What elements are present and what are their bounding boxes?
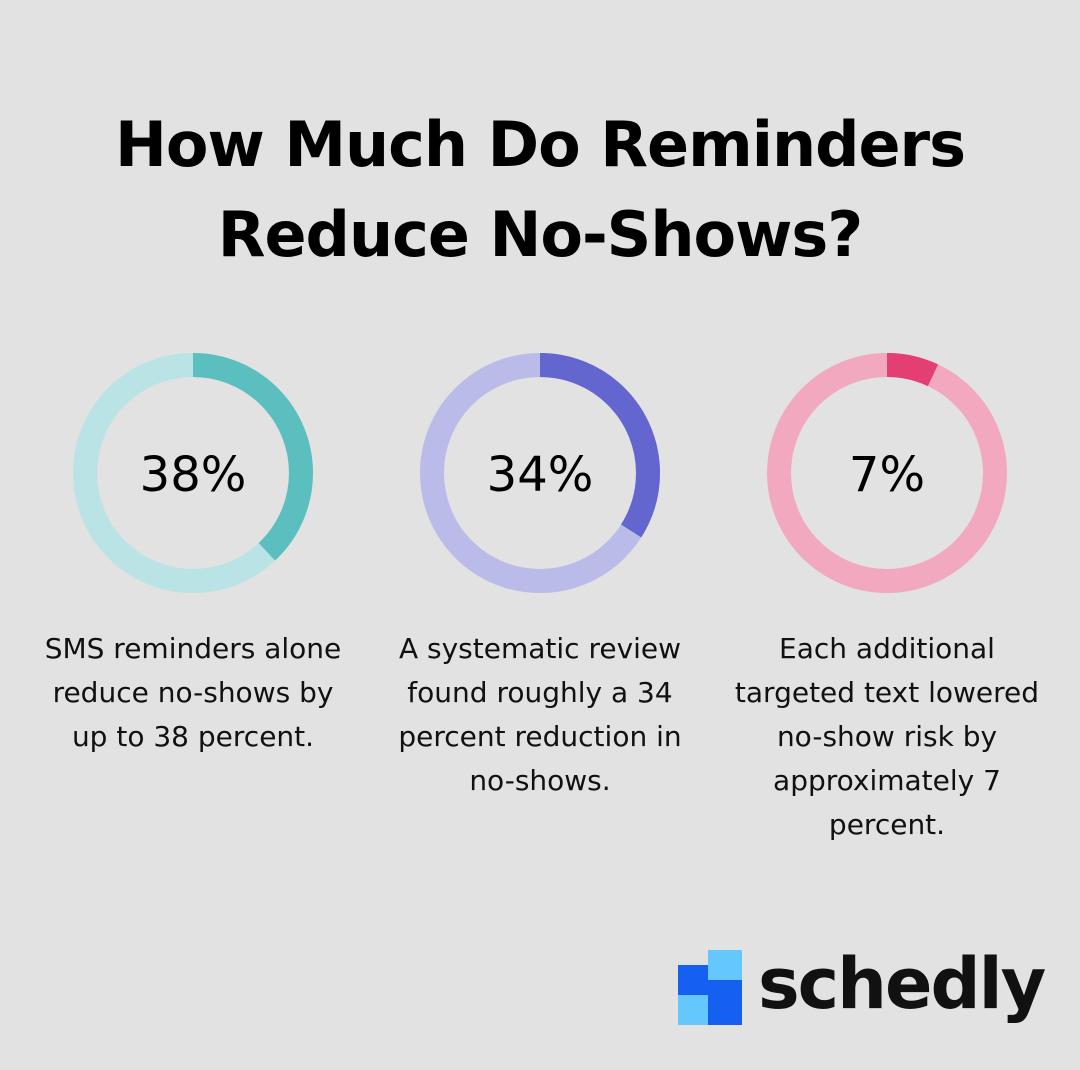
stat-caption-1: SMS reminders alone reduce no-shows by u…: [44, 632, 342, 753]
logo-wordmark: schedly: [758, 943, 1046, 1025]
page-title: How Much Do Reminders Reduce No-Shows?: [40, 100, 1040, 280]
title-line-1: How Much Do Reminders: [115, 108, 966, 181]
stat-caption-3: Each additional targeted text lowered no…: [734, 632, 1040, 841]
donut-chart-2: 34%: [420, 353, 660, 593]
donut-value-label-2: 34%: [487, 447, 594, 503]
brand-logo: schedly: [678, 944, 1058, 1030]
donut-arc-2: [420, 353, 660, 593]
title-line-2: Reduce No-Shows?: [217, 198, 863, 271]
stat-caption-2: A systematic review found roughly a 34 p…: [398, 632, 682, 797]
donut-arc-1: [73, 353, 313, 593]
donut-chart-3: 7%: [767, 353, 1007, 593]
logo-mark-icon: [678, 950, 742, 1026]
stat-card-1: 38% SMS reminders alone reduce no-shows …: [33, 353, 353, 893]
donut-value-label-3: 7%: [849, 447, 925, 503]
stat-card-2: 34% A systematic review found roughly a …: [380, 353, 700, 893]
donut-value-label-1: 38%: [140, 447, 247, 503]
stat-card-3: 7% Each additional targeted text lowered…: [727, 353, 1047, 893]
donut-arc-3: [767, 353, 1007, 593]
donut-chart-1: 38%: [73, 353, 313, 593]
